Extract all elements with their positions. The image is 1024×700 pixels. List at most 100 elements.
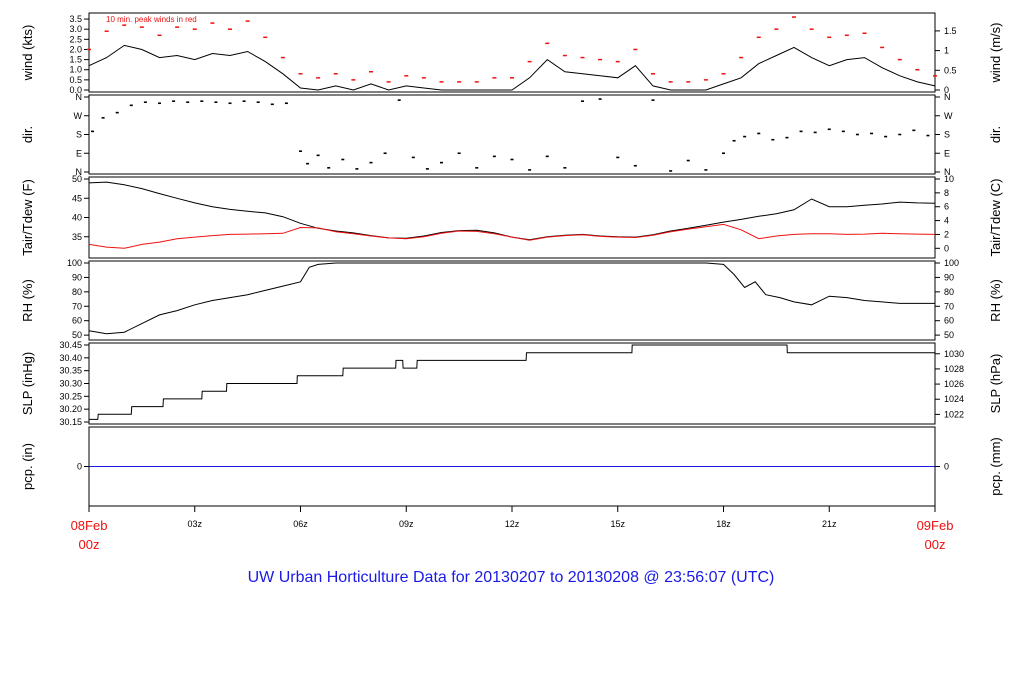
wind-direction-point <box>855 133 859 136</box>
y-tick-label-left: 45 <box>72 193 82 203</box>
y-tick-label-right: 1030 <box>944 349 964 359</box>
x-end-label-date: 09Feb <box>917 518 954 533</box>
y-tick-label-left: 2.0 <box>69 44 82 54</box>
y-tick-label-left: 3.5 <box>69 14 82 24</box>
y-tick-label-left: E <box>76 148 82 158</box>
y-tick-label-left: 0.5 <box>69 75 82 85</box>
y-tick-label-left: 50 <box>72 174 82 184</box>
wind-direction-point <box>722 152 725 155</box>
y-tick-label-left: 1.5 <box>69 55 82 65</box>
wind-direction-point <box>510 158 514 161</box>
wind-direction-point <box>355 168 359 170</box>
panel-frame <box>88 94 936 175</box>
time-axis: 03z 06z 09z 12z 15z 18z 21z 08Feb 00z 09Feb 00z <box>71 506 954 552</box>
wind-direction-point <box>598 98 602 100</box>
wind-direction-point <box>306 162 310 165</box>
y-tick-label-right: 1028 <box>944 364 964 374</box>
y-tick-label-right: N <box>944 92 951 102</box>
wind-direction-point <box>912 129 916 132</box>
y-tick-label-right: 2 <box>944 229 949 239</box>
y-tick-label-right: 8 <box>944 188 949 198</box>
wind-direction-point <box>475 167 479 169</box>
y-tick-label-right: 80 <box>944 287 954 297</box>
footer-title: UW Urban Horticulture Data for 20130207 … <box>248 569 775 586</box>
y-tick-label-right: 0 <box>944 85 949 95</box>
x-start-label-date: 08Feb <box>71 518 108 533</box>
wind-direction-point <box>425 168 429 170</box>
y-tick-label-left: 90 <box>72 272 82 282</box>
wind-direction-point <box>200 100 204 102</box>
wind-direction-point <box>270 103 274 106</box>
wind-direction-point <box>926 134 930 137</box>
wind-direction-point <box>827 128 831 131</box>
y-tick-label-right: 90 <box>944 272 954 282</box>
y-axis-label-right: SLP (hPa) <box>988 354 1003 414</box>
y-tick-label-right: 0 <box>944 243 949 253</box>
y-tick-label-right: 4 <box>944 216 949 226</box>
y-tick-label-right: 60 <box>944 316 954 326</box>
wind-direction-point <box>732 139 736 142</box>
x-tick-label: 06z <box>293 519 308 529</box>
wind-direction-point <box>528 169 532 171</box>
y-tick-label-right: N <box>944 167 951 177</box>
y-tick-label-left: 2.5 <box>69 34 82 44</box>
y-tick-label-left: 50 <box>72 330 82 340</box>
y-axis-label-right: wind (m/s) <box>988 23 1003 84</box>
series-line-1 <box>88 181 936 241</box>
y-tick-label-right: 70 <box>944 301 954 311</box>
y-tick-label-left: 40 <box>72 213 82 223</box>
series-line-1 <box>88 262 935 335</box>
wind-direction-point <box>316 154 320 157</box>
y-tick-label-right: 1022 <box>944 409 964 419</box>
series-line-1 <box>89 344 935 420</box>
y-axis-label-left: wind (kts) <box>20 25 35 82</box>
y-tick-label-right: 6 <box>944 202 949 212</box>
y-tick-label-right: 1.5 <box>944 26 957 36</box>
wind-direction-point <box>242 100 246 102</box>
y-tick-label-left: 30.45 <box>59 340 82 350</box>
y-tick-label-left: 0 <box>77 462 82 472</box>
y-tick-label-right: S <box>944 130 950 140</box>
x-start-label-hour: 00z <box>79 537 100 552</box>
wind-direction-point <box>799 130 803 133</box>
y-tick-label-right: 100 <box>944 258 959 268</box>
wind-direction-point <box>383 152 387 155</box>
y-tick-label-right: 0.5 <box>944 65 957 75</box>
y-tick-label-left: 70 <box>72 301 82 311</box>
wind-direction-point <box>284 102 288 105</box>
wind-direction-point <box>813 131 817 134</box>
y-tick-label-right: 1 <box>944 46 949 56</box>
wind-direction-point <box>186 101 190 104</box>
y-tick-label-left: N <box>76 167 83 177</box>
y-axis-label-left: SLP (inHg) <box>20 352 35 415</box>
wind-direction-point <box>91 130 95 133</box>
y-tick-label-left: S <box>76 130 82 140</box>
y-tick-label-left: 35 <box>72 232 82 242</box>
y-tick-label-right: E <box>944 148 950 158</box>
wind-direction-point <box>581 100 584 102</box>
panel-frame <box>88 12 936 93</box>
wind-direction-point <box>686 159 690 162</box>
y-tick-label-left: W <box>74 111 83 121</box>
wind-direction-point <box>633 164 637 167</box>
y-tick-label-left: 1.0 <box>69 65 82 75</box>
wind-direction-point <box>158 102 161 105</box>
x-tick-label: 09z <box>399 519 414 529</box>
wind-direction-point <box>129 104 133 107</box>
wind-direction-point <box>757 132 761 135</box>
peak-wind-annotation: 10 min. peak winds in red <box>106 15 197 24</box>
y-tick-label-right: 1024 <box>944 394 964 404</box>
y-tick-label-left: 30.15 <box>59 417 82 427</box>
y-tick-label-left: 30.40 <box>59 353 82 363</box>
wind-direction-point <box>341 158 345 161</box>
panel-5: 30.15 30.20 30.25 30.30 30.35 30.40 30.45 1022 1… <box>20 340 1003 427</box>
wind-direction-point <box>563 167 567 169</box>
panel-frame <box>88 260 936 341</box>
series-line-1 <box>88 44 936 91</box>
y-axis-label-left: dir. <box>20 126 35 143</box>
y-tick-label-right: W <box>944 111 953 121</box>
